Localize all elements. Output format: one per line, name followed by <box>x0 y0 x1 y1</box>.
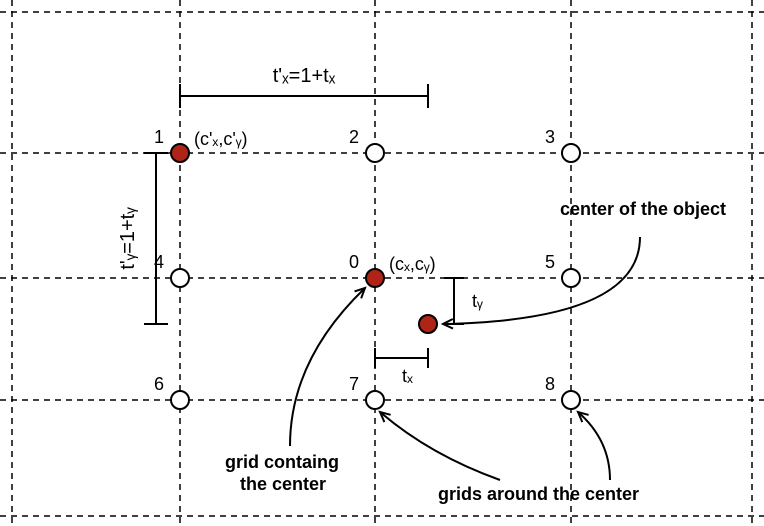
grid-point-5 <box>562 269 580 287</box>
grid-point-3 <box>562 144 580 162</box>
callout-grid-containing <box>290 288 365 446</box>
empty-point-icon <box>562 391 580 409</box>
grid-point-7-label: 7 <box>349 374 359 394</box>
callout-grids-around <box>380 412 610 480</box>
dimension-tx-label: tₓ <box>402 366 413 386</box>
dimension-tx-prime-label: t'ₓ=1+tₓ <box>273 65 336 87</box>
empty-point-icon <box>171 269 189 287</box>
callout-center-of-object <box>443 237 640 329</box>
dimension-ty-prime-label: t'ᵧ=1+tᵧ <box>117 207 139 270</box>
grid-point-6-label: 6 <box>154 374 164 394</box>
grid-point-8-label: 8 <box>545 374 555 394</box>
empty-point-icon <box>171 391 189 409</box>
grid-point-0-coord: (cₓ,cᵧ) <box>389 254 436 274</box>
grid-point-1-coord: (c'ₓ,c'ᵧ) <box>194 129 248 149</box>
callout-grid-containing-text2: the center <box>240 474 326 494</box>
grid-point-0 <box>366 269 384 287</box>
empty-point-icon <box>366 144 384 162</box>
grid-point-4-label: 4 <box>154 252 164 272</box>
grid <box>0 0 764 526</box>
grid-point-2-label: 2 <box>349 127 359 147</box>
grid-point-1 <box>171 144 189 162</box>
empty-point-icon <box>562 269 580 287</box>
grid-point-2 <box>366 144 384 162</box>
callout-grids-around-text: grids around the center <box>438 484 639 504</box>
empty-point-icon <box>562 144 580 162</box>
dimension-tx <box>375 348 428 368</box>
dimension-ty-label: tᵧ <box>472 291 483 311</box>
filled-point-icon <box>171 144 189 162</box>
callout-center-of-object-text: center of the object <box>560 199 726 219</box>
grid-point-6 <box>171 391 189 409</box>
grid-point-7 <box>366 391 384 409</box>
empty-point-icon <box>366 391 384 409</box>
object-center-point <box>419 315 437 333</box>
grid-point-3-label: 3 <box>545 127 555 147</box>
grid-point-5-label: 5 <box>545 252 555 272</box>
grid-point-1-label: 1 <box>154 127 164 147</box>
callout-grid-containing-text1: grid containg <box>225 452 339 472</box>
dimension-ty <box>444 278 464 324</box>
grid-point-8 <box>562 391 580 409</box>
grid-point-4 <box>171 269 189 287</box>
dimension-ty-prime <box>144 153 168 324</box>
dimension-tx-prime <box>180 84 428 108</box>
filled-point-icon <box>366 269 384 287</box>
grid-point-0-label: 0 <box>349 252 359 272</box>
